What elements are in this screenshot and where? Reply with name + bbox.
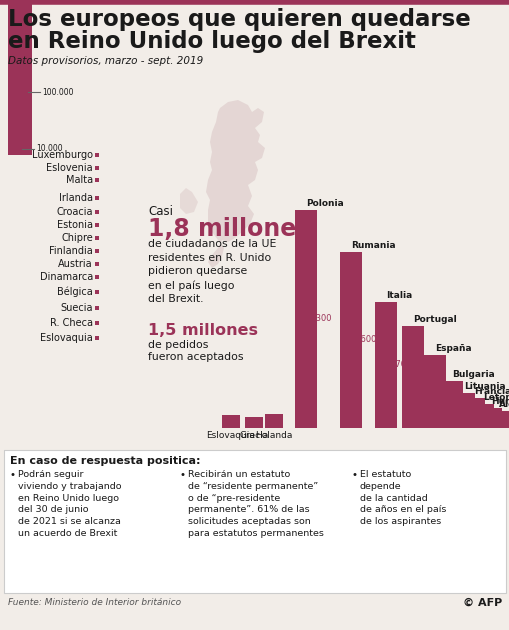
Text: en Reino Unido luego del Brexit: en Reino Unido luego del Brexit — [8, 30, 415, 53]
Text: Hungría: Hungría — [490, 397, 509, 406]
Bar — [374, 302, 396, 428]
Text: 280.600: 280.600 — [342, 335, 376, 345]
Text: Recibirán un estatuto
de “residente permanente”
o de “pre-residente
permanente”.: Recibirán un estatuto de “residente perm… — [188, 470, 323, 538]
Text: de pedidos
fueron aceptados: de pedidos fueron aceptados — [148, 340, 243, 362]
Bar — [95, 275, 99, 279]
Bar — [95, 336, 99, 340]
Bar — [452, 392, 474, 428]
Text: Los europeos que quieren quedarse: Los europeos que quieren quedarse — [8, 8, 470, 31]
Text: Eslovaquia: Eslovaquia — [206, 431, 255, 440]
Text: 1,8 millones: 1,8 millones — [148, 217, 310, 241]
Text: Finlandia: Finlandia — [49, 246, 93, 256]
Text: Lituania: Lituania — [463, 382, 504, 391]
Text: 200.700: 200.700 — [376, 360, 410, 369]
Text: Luxemburgo: Luxemburgo — [32, 150, 93, 160]
Text: Francia: Francia — [473, 387, 509, 396]
Bar — [95, 152, 99, 158]
Text: Rumania: Rumania — [350, 241, 395, 249]
Text: 115.700: 115.700 — [425, 387, 459, 396]
Text: Estonia: Estonia — [57, 220, 93, 230]
Bar — [95, 223, 99, 227]
Bar — [401, 326, 423, 428]
Bar — [487, 411, 509, 428]
Text: •: • — [10, 470, 16, 480]
Text: El estatuto
depende
de la cantidad
de años en el país
de los aspirantes: El estatuto depende de la cantidad de añ… — [359, 470, 445, 526]
Bar — [8, 0, 32, 155]
Bar — [423, 355, 445, 428]
Text: Bélgica: Bélgica — [57, 287, 93, 297]
Text: R. Checa: R. Checa — [50, 318, 93, 328]
Text: 1,5 millones: 1,5 millones — [148, 323, 258, 338]
Bar — [244, 416, 263, 428]
Bar — [95, 290, 99, 294]
Text: Holanda: Holanda — [255, 431, 292, 440]
Text: 347.300: 347.300 — [296, 314, 331, 323]
Text: En caso de respuesta positica:: En caso de respuesta positica: — [10, 456, 200, 466]
Bar — [440, 382, 462, 428]
Bar — [95, 306, 99, 310]
Bar — [294, 210, 317, 428]
Polygon shape — [206, 100, 265, 268]
Bar — [462, 398, 484, 428]
Bar — [95, 261, 99, 266]
Text: Eslovenia: Eslovenia — [46, 163, 93, 173]
Text: Bulgaria: Bulgaria — [451, 370, 494, 379]
Bar — [95, 166, 99, 170]
Bar — [221, 415, 240, 428]
Bar — [479, 408, 501, 428]
FancyBboxPatch shape — [4, 450, 505, 593]
Text: Chipre: Chipre — [61, 233, 93, 243]
Bar — [265, 414, 282, 428]
Bar — [95, 196, 99, 200]
Text: •: • — [351, 470, 357, 480]
Text: Datos provisorios, marzo - sept. 2019: Datos provisorios, marzo - sept. 2019 — [8, 56, 203, 66]
Text: Fuente: Ministerio de Interior británico: Fuente: Ministerio de Interior británico — [8, 598, 181, 607]
Text: Italia: Italia — [385, 291, 411, 300]
Polygon shape — [180, 188, 197, 214]
Bar — [95, 178, 99, 182]
Text: •: • — [180, 470, 186, 480]
Text: 100.000: 100.000 — [42, 88, 73, 96]
Text: Austria: Austria — [58, 259, 93, 269]
Text: España: España — [434, 344, 471, 353]
Text: Irlanda: Irlanda — [59, 193, 93, 203]
Text: Dinamarca: Dinamarca — [40, 272, 93, 282]
Text: Polonia: Polonia — [305, 198, 343, 208]
Text: 10.000: 10.000 — [36, 144, 63, 153]
Text: Casi: Casi — [148, 205, 173, 218]
Text: Letonia: Letonia — [482, 393, 509, 402]
Text: 162.500: 162.500 — [403, 372, 437, 381]
Bar — [8, 149, 20, 155]
Text: Malta: Malta — [66, 175, 93, 185]
Text: Podrán seguir
viviendo y trabajando
en Reino Unido luego
del 30 de junio
de 2021: Podrán seguir viviendo y trabajando en R… — [18, 470, 121, 538]
Text: Alemania: Alemania — [498, 400, 509, 409]
Text: Suecia: Suecia — [61, 303, 93, 313]
Text: Grecia: Grecia — [239, 431, 268, 440]
Text: Croacia: Croacia — [56, 207, 93, 217]
Bar — [340, 251, 361, 428]
Bar — [95, 249, 99, 253]
Text: de ciudadanos de la UE
residentes en R. Unido
pidieron quedarse
en el país luego: de ciudadanos de la UE residentes en R. … — [148, 239, 276, 304]
Bar — [471, 404, 493, 428]
Text: Eslovaquia: Eslovaquia — [40, 333, 93, 343]
Bar — [95, 321, 99, 325]
Text: © AFP: © AFP — [462, 598, 501, 608]
Text: Portugal: Portugal — [412, 315, 456, 324]
Bar — [8, 92, 26, 155]
Bar — [95, 210, 99, 214]
Bar — [95, 236, 99, 240]
